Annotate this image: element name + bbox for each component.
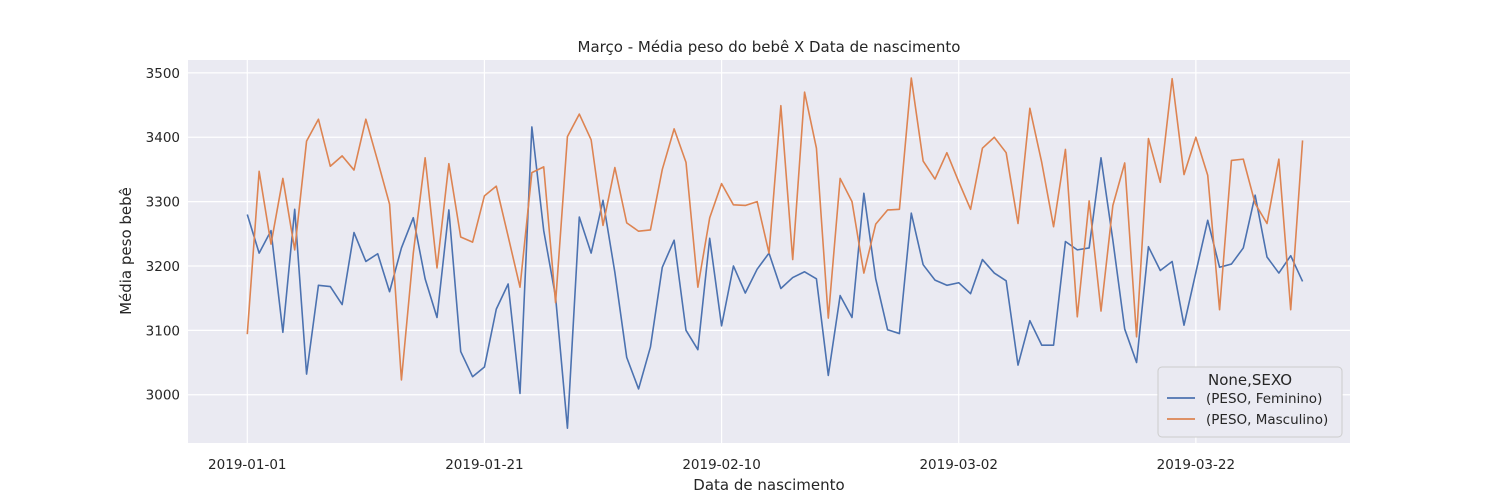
x-tick-label: 2019-02-10 bbox=[682, 457, 760, 473]
series-layer bbox=[246, 77, 1304, 429]
y-tick-label: 3500 bbox=[146, 66, 180, 82]
grid-lines bbox=[188, 60, 1350, 443]
legend-label: (PESO, Masculino) bbox=[1206, 412, 1328, 428]
legend-label: (PESO, Feminino) bbox=[1206, 391, 1322, 407]
y-tick-label: 3200 bbox=[146, 259, 180, 275]
y-tick-labels: 3000 3100 3200 3300 3400 3500 bbox=[146, 66, 180, 404]
series-line-feminino bbox=[246, 126, 1304, 429]
x-tick-labels: 2019-01-01 2019-01-21 2019-02-10 2019-03-02… bbox=[208, 457, 1235, 473]
legend-items: (PESO, Feminino) (PESO, Masculino) bbox=[1167, 391, 1328, 428]
x-tick-label: 2019-01-21 bbox=[445, 457, 523, 473]
legend-box bbox=[1157, 366, 1343, 438]
legend-title: None,SEXO bbox=[1208, 371, 1292, 389]
chart-title: Março - Média peso do bebê X Data de nas… bbox=[578, 38, 961, 56]
y-tick-label: 3100 bbox=[146, 323, 180, 339]
legend: None,SEXO (PESO, Feminino) (PESO, Masculi… bbox=[1157, 366, 1343, 438]
y-tick-label: 3000 bbox=[146, 388, 180, 404]
x-axis-label: Data de nascimento bbox=[693, 476, 844, 494]
y-tick-label: 3400 bbox=[146, 130, 180, 146]
x-tick-label: 2019-03-02 bbox=[919, 457, 997, 473]
y-tick-label: 3300 bbox=[146, 195, 180, 211]
y-axis-label: Média peso bebê bbox=[117, 187, 135, 315]
series-line-masculino bbox=[246, 77, 1304, 381]
x-tick-label: 2019-03-22 bbox=[1157, 457, 1235, 473]
x-tick-label: 2019-01-01 bbox=[208, 457, 286, 473]
